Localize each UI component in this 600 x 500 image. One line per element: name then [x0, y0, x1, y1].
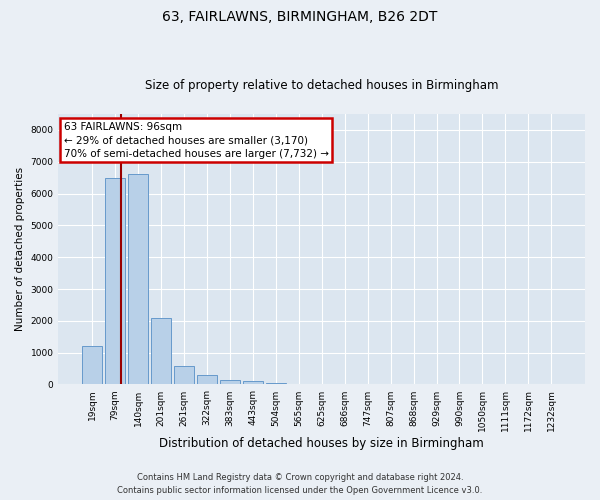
Bar	[128, 174, 148, 384]
Bar	[82, 346, 102, 385]
Bar	[266, 382, 286, 384]
Bar	[220, 380, 239, 384]
Y-axis label: Number of detached properties: Number of detached properties	[15, 167, 25, 332]
Bar	[106, 178, 125, 384]
Bar	[151, 318, 171, 384]
Text: 63, FAIRLAWNS, BIRMINGHAM, B26 2DT: 63, FAIRLAWNS, BIRMINGHAM, B26 2DT	[163, 10, 437, 24]
Title: Size of property relative to detached houses in Birmingham: Size of property relative to detached ho…	[145, 79, 499, 92]
Bar	[174, 366, 194, 384]
Text: Contains HM Land Registry data © Crown copyright and database right 2024.
Contai: Contains HM Land Registry data © Crown c…	[118, 474, 482, 495]
Bar	[197, 375, 217, 384]
Bar	[243, 380, 263, 384]
X-axis label: Distribution of detached houses by size in Birmingham: Distribution of detached houses by size …	[160, 437, 484, 450]
Text: 63 FAIRLAWNS: 96sqm
← 29% of detached houses are smaller (3,170)
70% of semi-det: 63 FAIRLAWNS: 96sqm ← 29% of detached ho…	[64, 122, 329, 158]
